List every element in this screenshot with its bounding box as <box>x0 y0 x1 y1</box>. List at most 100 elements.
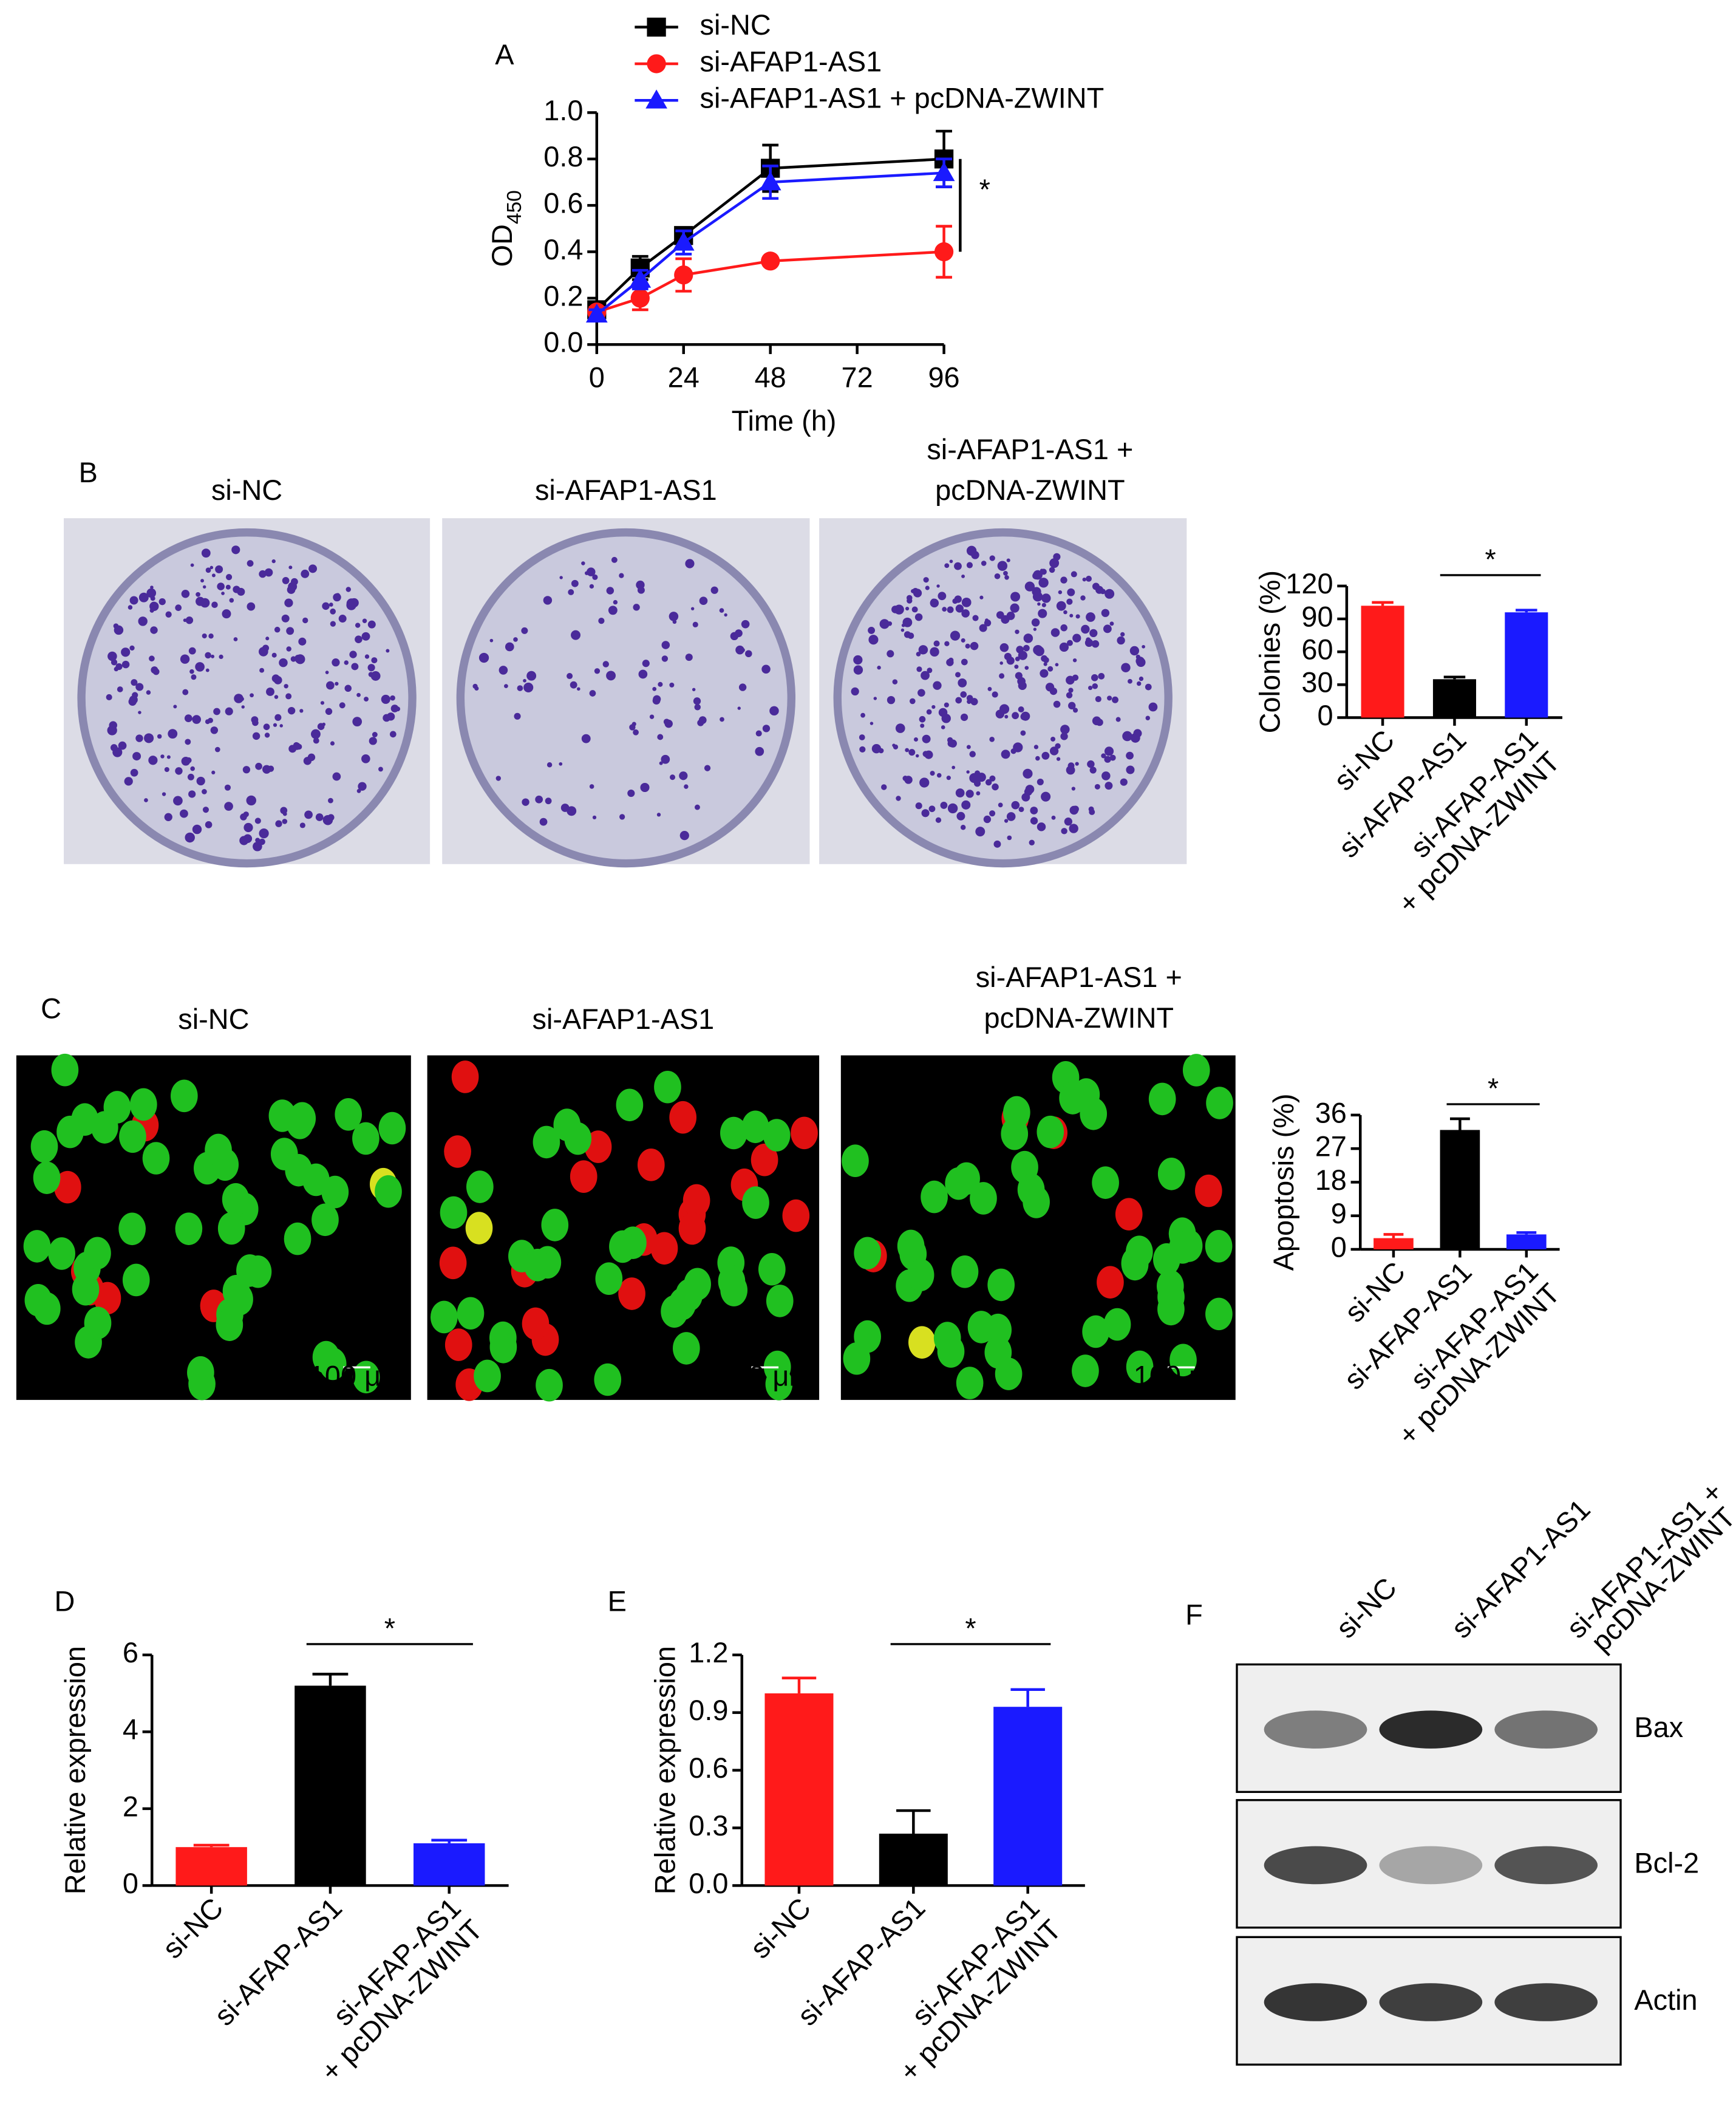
colony <box>135 734 143 742</box>
colony <box>1029 839 1035 845</box>
colony <box>935 817 942 823</box>
colony <box>906 595 913 601</box>
cell <box>302 1163 330 1197</box>
colony <box>887 695 896 705</box>
cell <box>444 1135 471 1168</box>
colony <box>970 698 978 706</box>
colony <box>184 714 192 723</box>
colony <box>1103 624 1112 633</box>
colony <box>940 802 948 809</box>
scale-bar-label: 100 μm <box>1134 1361 1229 1392</box>
colony <box>877 666 881 670</box>
colony <box>229 598 234 603</box>
bar <box>175 1847 247 1886</box>
colony <box>128 697 137 706</box>
colony <box>131 679 138 686</box>
cell <box>842 1144 869 1178</box>
cell <box>609 1230 636 1263</box>
colony <box>1057 602 1062 607</box>
colony <box>975 827 985 837</box>
cell <box>142 1142 170 1175</box>
colony <box>669 682 675 688</box>
colony <box>225 584 231 590</box>
colony <box>589 784 594 789</box>
colony <box>589 584 594 589</box>
colony <box>908 749 916 756</box>
colony <box>613 599 618 605</box>
colony <box>231 545 240 555</box>
significance-mark: * <box>1488 1073 1499 1104</box>
colony <box>969 751 976 757</box>
colony <box>606 587 614 595</box>
colony <box>755 730 762 737</box>
colony <box>335 681 339 686</box>
colony <box>926 709 932 715</box>
colony <box>225 707 233 715</box>
colony <box>545 797 552 805</box>
bar <box>764 1693 834 1886</box>
colony <box>659 761 663 765</box>
colony <box>938 592 947 601</box>
colony <box>1058 590 1063 595</box>
colony <box>1071 787 1075 791</box>
colony <box>909 698 916 705</box>
colony <box>252 732 260 740</box>
cell <box>1157 1292 1185 1326</box>
colony <box>1075 614 1080 619</box>
colony <box>185 616 194 624</box>
colony <box>873 697 877 700</box>
panel-label: C <box>41 992 61 1024</box>
colony <box>1021 793 1030 802</box>
cell <box>286 1107 314 1139</box>
x-axis-label: Time (h) <box>732 405 837 437</box>
colony <box>979 624 987 632</box>
colony <box>386 712 395 721</box>
y-tick-label: 6 <box>123 1637 138 1668</box>
photos <box>16 518 1622 2066</box>
y-axis-label: OD450 <box>486 190 525 267</box>
colony <box>724 613 727 617</box>
colony <box>559 576 563 579</box>
colony <box>124 777 133 786</box>
cell <box>1148 1082 1176 1116</box>
cell <box>718 1265 746 1298</box>
panel-label: A <box>495 39 514 70</box>
colony <box>860 712 865 718</box>
colony <box>905 748 910 753</box>
colony <box>919 777 930 788</box>
colony <box>627 789 635 797</box>
colony <box>976 773 986 782</box>
colony <box>1033 627 1037 631</box>
colony <box>1049 567 1055 573</box>
cell <box>205 1133 232 1167</box>
error-bar <box>1516 609 1537 613</box>
y-tick-label: 0 <box>1317 700 1333 731</box>
colony <box>738 683 747 691</box>
colony <box>1068 702 1076 710</box>
colony <box>1071 571 1077 578</box>
colony <box>1040 568 1044 573</box>
cell <box>236 1254 264 1287</box>
colony <box>685 654 693 661</box>
colony <box>642 660 650 667</box>
colony <box>987 686 992 691</box>
colony <box>920 723 925 728</box>
bar <box>1373 1238 1414 1249</box>
colony <box>164 813 172 821</box>
panel-label: E <box>608 1585 627 1617</box>
colony <box>965 643 970 649</box>
bar <box>1361 606 1404 718</box>
colony <box>1004 575 1009 580</box>
cell <box>170 1079 198 1113</box>
colony <box>168 729 178 739</box>
colony <box>611 556 618 563</box>
colony <box>1120 632 1125 637</box>
blot-row-label: Bax <box>1634 1712 1683 1743</box>
panel-label: D <box>54 1585 75 1617</box>
image-title: si-AFAP1-AS1 + <box>927 434 1133 465</box>
colony <box>211 573 216 578</box>
colony <box>1121 663 1131 672</box>
colony <box>1023 644 1030 652</box>
cell <box>489 1321 517 1354</box>
colony <box>128 605 133 610</box>
